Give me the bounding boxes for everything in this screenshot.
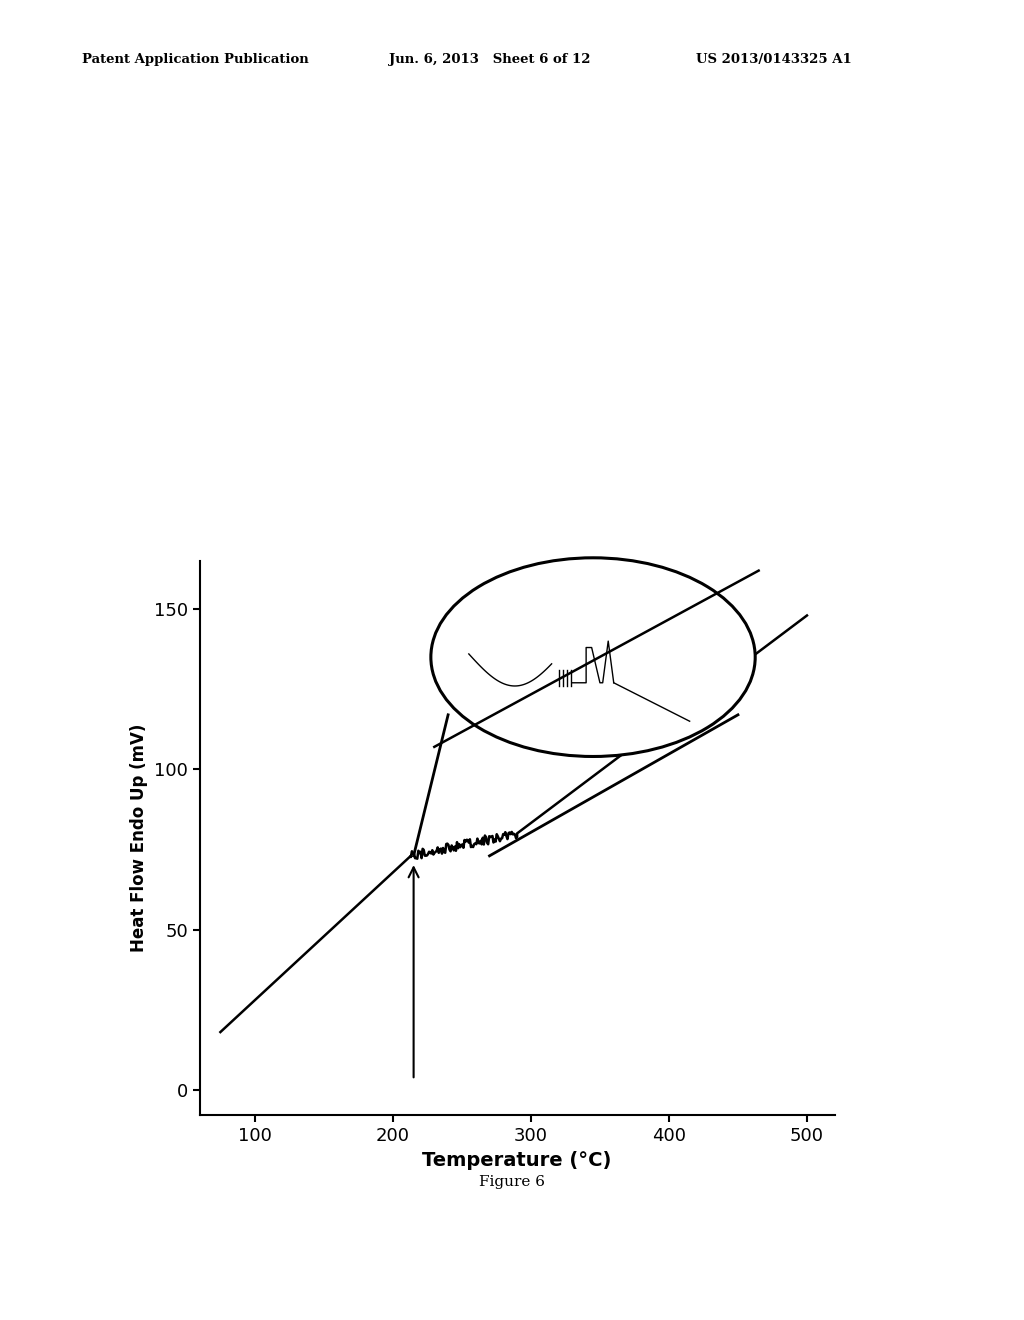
- Text: US 2013/0143325 A1: US 2013/0143325 A1: [696, 53, 852, 66]
- Y-axis label: Heat Flow Endo Up (mV): Heat Flow Endo Up (mV): [130, 723, 148, 953]
- Text: Jun. 6, 2013   Sheet 6 of 12: Jun. 6, 2013 Sheet 6 of 12: [389, 53, 591, 66]
- Ellipse shape: [431, 558, 755, 756]
- X-axis label: Temperature (°C): Temperature (°C): [423, 1151, 611, 1170]
- Text: Figure 6: Figure 6: [479, 1175, 545, 1189]
- Text: Patent Application Publication: Patent Application Publication: [82, 53, 308, 66]
